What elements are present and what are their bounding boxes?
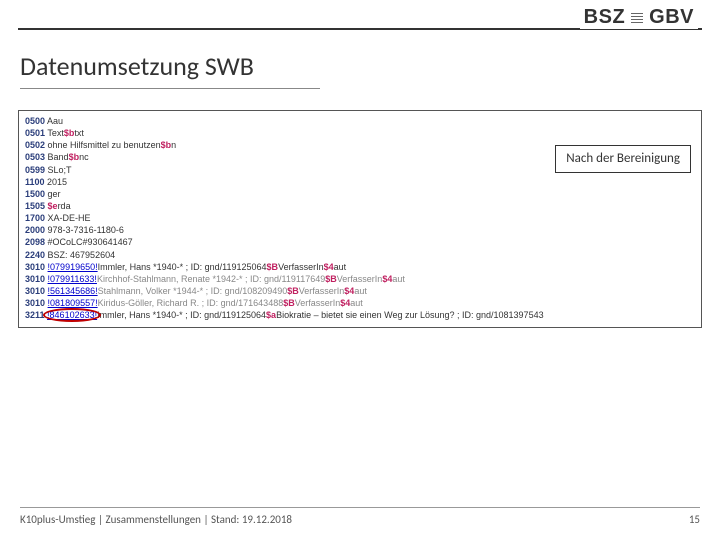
record-text: BSZ: 467952604 <box>45 250 115 260</box>
ppn-link[interactable]: !846102633! <box>47 310 97 320</box>
record-line: 0500 Aau <box>25 115 695 127</box>
record-text: aut <box>354 286 367 296</box>
record-text: 978-3-7316-1180-6 <box>45 225 124 235</box>
field-tag: 1700 <box>25 213 45 223</box>
field-tag: 3010 <box>25 298 45 308</box>
subfield-code: $b <box>161 140 172 150</box>
field-tag: 0500 <box>25 116 45 126</box>
footer-left: K10plus-Umstieg | Zusammenstellungen | S… <box>20 513 292 526</box>
title-rule <box>20 88 320 89</box>
subfield-code: $a <box>266 310 276 320</box>
subfield-code: $4 <box>382 274 392 284</box>
record-text: Kiridus-Göller, Richard R. ; ID: gnd/171… <box>98 298 284 308</box>
record-text: ger <box>45 189 61 199</box>
subfield-code: $4 <box>324 262 334 272</box>
record-text: aut <box>334 262 347 272</box>
ppn-link[interactable]: !561345686! <box>48 286 98 296</box>
page-title: Datenumsetzung SWB <box>20 50 254 82</box>
record-line: 2098 #OCoLC#930641467 <box>25 236 695 248</box>
subfield-code: $b <box>64 128 75 138</box>
record-text: SLo;T <box>45 165 72 175</box>
record-line: 2240 BSZ: 467952604 <box>25 249 695 261</box>
record-text: Biokratie – bietet sie einen Weg zur Lös… <box>276 310 544 320</box>
ppn-link[interactable]: !081809557! <box>48 298 98 308</box>
field-tag: 2098 <box>25 237 45 247</box>
record-text: VerfasserIn <box>295 298 341 308</box>
record-text: Immler, Hans *1940-* ; ID: gnd/119125064 <box>97 310 266 320</box>
record-line: 3211 !846102633!Immler, Hans *1940-* ; I… <box>25 309 695 321</box>
footer-rule <box>20 507 700 508</box>
annotation-label: Nach der Bereinigung <box>555 145 691 173</box>
subfield-code: $B <box>283 298 295 308</box>
record-line: 1505 $erda <box>25 200 695 212</box>
record-line: 3010 !079911633!Kirchhof-Stahlmann, Rena… <box>25 273 695 285</box>
record-line: 3010 !081809557!Kiridus-Göller, Richard … <box>25 297 695 309</box>
subfield-code: $b <box>69 152 80 162</box>
record-line: 1500 ger <box>25 188 695 200</box>
field-tag: 0599 <box>25 165 45 175</box>
record-line: 0501 Text$btxt <box>25 127 695 139</box>
logo-separator-icon <box>631 13 643 23</box>
record-text: Stahlmann, Volker *1944-* ; ID: gnd/1082… <box>98 286 288 296</box>
record-line: 1100 2015 <box>25 176 695 188</box>
subfield-code: $4 <box>340 298 350 308</box>
logo-gbv: GBV <box>649 6 694 29</box>
footer: K10plus-Umstieg | Zusammenstellungen | S… <box>20 513 700 526</box>
record-text: VerfasserIn <box>278 262 324 272</box>
record-text: rda <box>58 201 71 211</box>
field-tag: 1505 <box>25 201 45 211</box>
record-text: #OCoLC#930641467 <box>45 237 133 247</box>
record-panel: Nach der Bereinigung 0500 Aau0501 Text$b… <box>18 110 702 328</box>
ppn-link[interactable]: !079911633! <box>48 274 97 284</box>
record-text: VerfasserIn <box>299 286 345 296</box>
field-tag: 0501 <box>25 128 45 138</box>
record-text: 2015 <box>45 177 68 187</box>
record-text: Aau <box>45 116 63 126</box>
record-line: 3010 !079919650!Immler, Hans *1940-* ; I… <box>25 261 695 273</box>
field-tag: 1100 <box>25 177 45 187</box>
field-tag: 0502 <box>25 140 45 150</box>
field-tag: 2240 <box>25 250 45 260</box>
record-text: n <box>171 140 176 150</box>
subfield-code: $4 <box>344 286 354 296</box>
record-text: nc <box>79 152 89 162</box>
ppn-link[interactable]: !079919650! <box>48 262 98 272</box>
field-tag: 3010 <box>25 286 45 296</box>
record-text: aut <box>392 274 405 284</box>
field-tag: 2000 <box>25 225 45 235</box>
subfield-code: $e <box>48 201 58 211</box>
field-tag: 3010 <box>25 274 45 284</box>
page-number: 15 <box>689 513 700 526</box>
record-text: Band <box>45 152 69 162</box>
record-line: 2000 978-3-7316-1180-6 <box>25 224 695 236</box>
logo-bsz: BSZ <box>584 6 626 29</box>
record-text: VerfasserIn <box>337 274 383 284</box>
record-text: ohne Hilfsmittel zu benutzen <box>45 140 161 150</box>
record-line: 3010 !561345686!Stahlmann, Volker *1944-… <box>25 285 695 297</box>
record-text: Text <box>45 128 64 138</box>
field-tag: 3010 <box>25 262 45 272</box>
record-text: txt <box>74 128 84 138</box>
record-text: Immler, Hans *1940-* ; ID: gnd/119125064 <box>98 262 267 272</box>
subfield-code: $B <box>287 286 299 296</box>
subfield-code: $B <box>267 262 279 272</box>
logo-area: BSZ GBV <box>580 6 698 29</box>
record-line: 1700 XA-DE-HE <box>25 212 695 224</box>
record-text: XA-DE-HE <box>45 213 91 223</box>
field-tag: 0503 <box>25 152 45 162</box>
field-tag: 1500 <box>25 189 45 199</box>
record-text: Kirchhof-Stahlmann, Renate *1942-* ; ID:… <box>97 274 325 284</box>
field-tag: 3211 <box>25 310 45 320</box>
record-text: aut <box>350 298 363 308</box>
subfield-code: $B <box>325 274 337 284</box>
